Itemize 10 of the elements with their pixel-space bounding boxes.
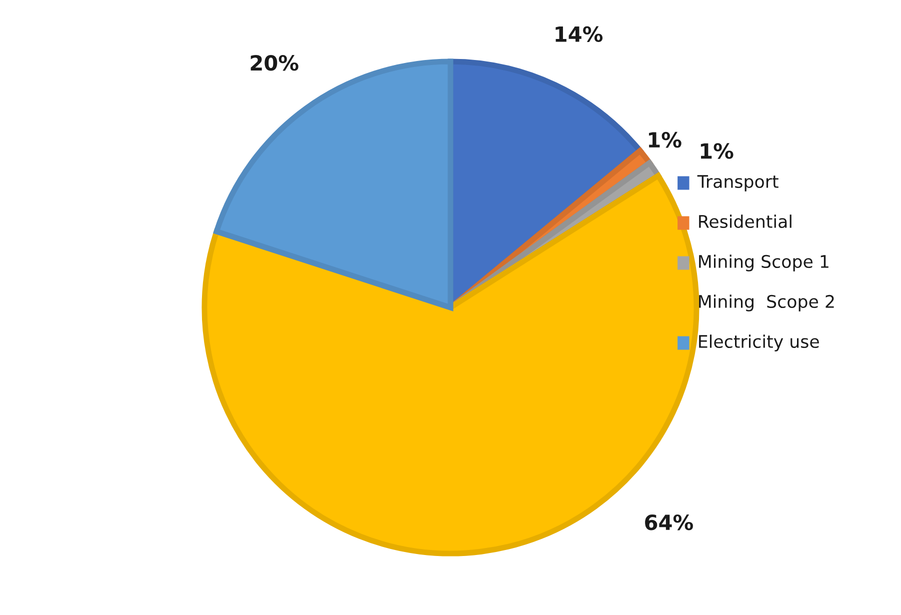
data-label: 1% xyxy=(648,132,682,148)
data-label: 1% xyxy=(700,143,734,159)
legend-label: Transport xyxy=(697,175,778,192)
data-label: 14% xyxy=(556,26,603,42)
slice-label: Mining Scope 2 xyxy=(699,294,834,312)
legend-label: Mining Scope 1 xyxy=(699,254,828,272)
legend-label: Residential xyxy=(699,214,792,228)
data-label: 64% xyxy=(645,514,693,530)
legend-label: Electricity use xyxy=(699,334,819,352)
data-label: 20% xyxy=(250,54,298,71)
